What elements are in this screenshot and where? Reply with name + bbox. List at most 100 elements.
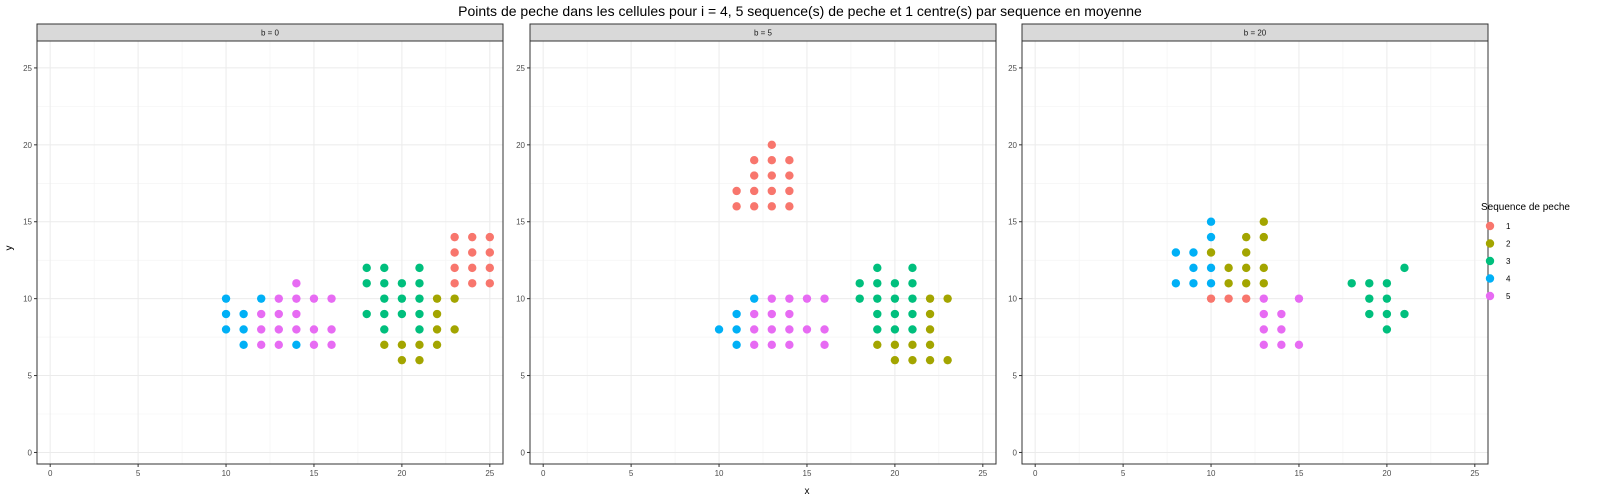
data-point-series-3 [908,294,917,303]
data-point-series-5 [1277,325,1286,334]
data-point-series-3 [415,309,424,319]
facet-strip [36,23,504,42]
data-point-series-3 [415,294,424,303]
x-tick-label: 5 [629,469,634,478]
data-point-series-1 [767,156,776,165]
data-point-series-1 [785,171,794,180]
data-point-series-2 [1259,217,1268,226]
x-tick-label: 10 [715,469,724,478]
data-point-series-1 [468,248,477,257]
data-point-series-3 [362,263,371,273]
data-point-series-1 [750,156,759,165]
data-point-series-5 [767,340,776,349]
data-point-series-5 [274,340,283,349]
data-point-series-5 [802,294,812,303]
data-point-series-4 [1206,217,1216,226]
legend-label: 5 [1506,292,1511,301]
data-point-series-1 [485,263,495,273]
data-point-series-5 [274,294,283,303]
data-point-series-4 [1206,279,1216,288]
data-point-series-3 [415,279,424,288]
facet-panels: b = 0 0 5 10 15 20 25 0 5 10 15 20 25 b = 5 0 5 10 15 20 25… [23,23,1489,478]
data-point-series-2 [450,294,459,303]
data-point-series-2 [1224,279,1233,288]
data-point-series-4 [239,309,248,319]
data-point-series-5 [327,294,336,303]
y-tick-label: 15 [1008,218,1017,227]
data-point-series-5 [309,340,319,349]
data-point-series-2 [925,355,935,365]
y-tick-label: 0 [1013,448,1018,457]
data-point-series-2 [415,355,424,365]
y-tick-label: 20 [516,141,525,150]
data-point-series-3 [908,309,917,319]
x-tick-label: 0 [1033,469,1038,478]
x-tick-label: 10 [222,469,231,478]
data-point-series-4 [732,325,741,334]
data-point-series-3 [873,279,882,288]
data-point-series-2 [432,325,442,334]
data-point-series-5 [820,325,829,334]
data-point-series-1 [485,232,495,242]
data-point-series-4 [732,340,741,349]
y-tick-label: 15 [23,218,32,227]
data-point-series-1 [450,248,459,257]
data-point-series-4 [1206,232,1216,242]
data-point-series-4 [1189,263,1198,273]
data-point-series-1 [1242,294,1251,303]
data-point-series-2 [1224,263,1233,273]
data-point-series-5 [750,309,759,319]
data-point-series-2 [1206,248,1216,257]
data-point-series-3 [1400,263,1409,273]
data-point-series-4 [1171,279,1181,288]
facet-strip [1021,23,1489,42]
y-tick-label: 10 [1008,295,1017,304]
data-point-series-1 [450,263,459,273]
data-point-series-3 [380,263,389,273]
data-point-series-3 [908,325,917,334]
data-point-series-4 [1171,248,1181,257]
data-point-series-5 [327,340,336,349]
data-point-series-3 [1382,309,1392,319]
data-point-series-4 [750,294,759,303]
data-point-series-2 [1242,232,1251,242]
data-point-series-4 [221,309,231,319]
y-axis-title: y [4,246,15,251]
data-point-series-5 [257,309,266,319]
data-point-series-1 [750,171,759,180]
data-point-series-3 [362,309,371,319]
data-point-series-1 [485,248,495,257]
data-point-series-3 [380,294,389,303]
data-point-series-3 [1382,294,1392,303]
facet-strip-label: b = 5 [754,29,773,38]
data-point-series-3 [890,294,900,303]
data-point-series-3 [1400,309,1409,319]
data-point-series-2 [1242,279,1251,288]
data-point-series-2 [943,355,952,365]
data-point-series-2 [925,325,935,334]
legend-key-1 [1485,221,1495,231]
data-point-series-5 [1294,294,1304,303]
chart-title: Points de peche dans les cellules pour i… [458,3,1142,19]
data-point-series-5 [1259,340,1268,349]
data-point-series-3 [908,263,917,273]
data-point-series-4 [239,340,248,349]
legend-key-3 [1485,256,1495,266]
data-point-series-4 [732,309,741,319]
data-point-series-1 [732,202,741,211]
data-point-series-5 [1277,309,1286,319]
legend-label: 4 [1506,275,1511,284]
legend-key-2 [1485,239,1495,248]
data-point-series-4 [1189,279,1198,288]
data-point-series-1 [468,279,477,288]
x-tick-label: 15 [803,469,812,478]
data-point-series-3 [362,279,371,288]
y-tick-label: 5 [28,372,33,381]
data-point-series-3 [1382,279,1392,288]
data-point-series-5 [785,309,794,319]
data-point-series-5 [309,325,319,334]
y-tick-label: 20 [1008,141,1017,150]
data-point-series-5 [767,309,776,319]
y-tick-label: 0 [521,448,526,457]
facet-strip [529,23,997,42]
